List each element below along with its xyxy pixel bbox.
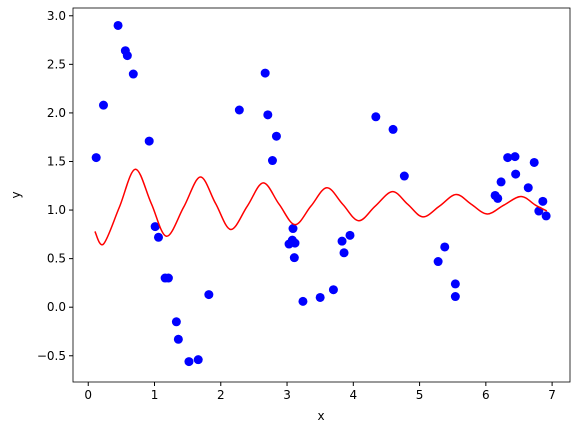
y-tick-label: 0.0 [47, 300, 66, 314]
point [337, 236, 347, 246]
point [204, 290, 214, 300]
point [234, 105, 244, 115]
x-axis-label: x [317, 409, 324, 423]
point [163, 273, 173, 283]
point [315, 292, 325, 302]
y-tick-label: 2.0 [47, 106, 66, 120]
point [150, 222, 160, 232]
point [493, 193, 503, 203]
x-tick-label: 0 [84, 388, 92, 402]
point [91, 153, 101, 163]
point [529, 157, 539, 167]
point [433, 257, 443, 267]
point [267, 156, 277, 166]
point [503, 153, 513, 163]
point [184, 357, 194, 367]
point [173, 334, 183, 344]
x-tick-label: 3 [283, 388, 291, 402]
point [399, 171, 409, 181]
y-tick-label: 3.0 [47, 9, 66, 23]
point [510, 152, 520, 162]
point [339, 248, 349, 258]
x-tick-label: 6 [482, 388, 490, 402]
y-tick-label: −0.5 [37, 349, 66, 363]
point [144, 136, 154, 146]
point [345, 230, 355, 240]
y-tick-label: 1.0 [47, 203, 66, 217]
point [538, 196, 548, 206]
point [523, 183, 533, 193]
point [288, 224, 298, 234]
point [496, 177, 506, 187]
point [98, 100, 108, 110]
point [113, 20, 123, 30]
x-tick-label: 1 [151, 388, 159, 402]
point [440, 242, 450, 252]
x-tick-label: 7 [548, 388, 556, 402]
point [263, 110, 273, 120]
point [541, 211, 551, 221]
point [260, 68, 270, 78]
point [128, 69, 138, 79]
x-tick-label: 2 [217, 388, 225, 402]
y-tick-label: 2.5 [47, 57, 66, 71]
y-tick-label: 1.5 [47, 154, 66, 168]
point [450, 279, 460, 289]
y-axis-label: y [9, 191, 23, 198]
point [298, 296, 308, 306]
point [289, 253, 299, 263]
point [271, 131, 281, 141]
line [94, 168, 548, 246]
point [511, 169, 521, 179]
point [122, 51, 132, 61]
point [450, 292, 460, 302]
point [388, 124, 398, 134]
y-tick-label: 0.5 [47, 252, 66, 266]
x-tick-label: 5 [416, 388, 424, 402]
point [171, 317, 181, 327]
point [153, 232, 163, 242]
point [371, 112, 381, 122]
x-tick-label: 4 [349, 388, 357, 402]
point [193, 355, 203, 365]
point [328, 285, 338, 295]
point [290, 238, 300, 248]
axes-frame [72, 7, 571, 383]
